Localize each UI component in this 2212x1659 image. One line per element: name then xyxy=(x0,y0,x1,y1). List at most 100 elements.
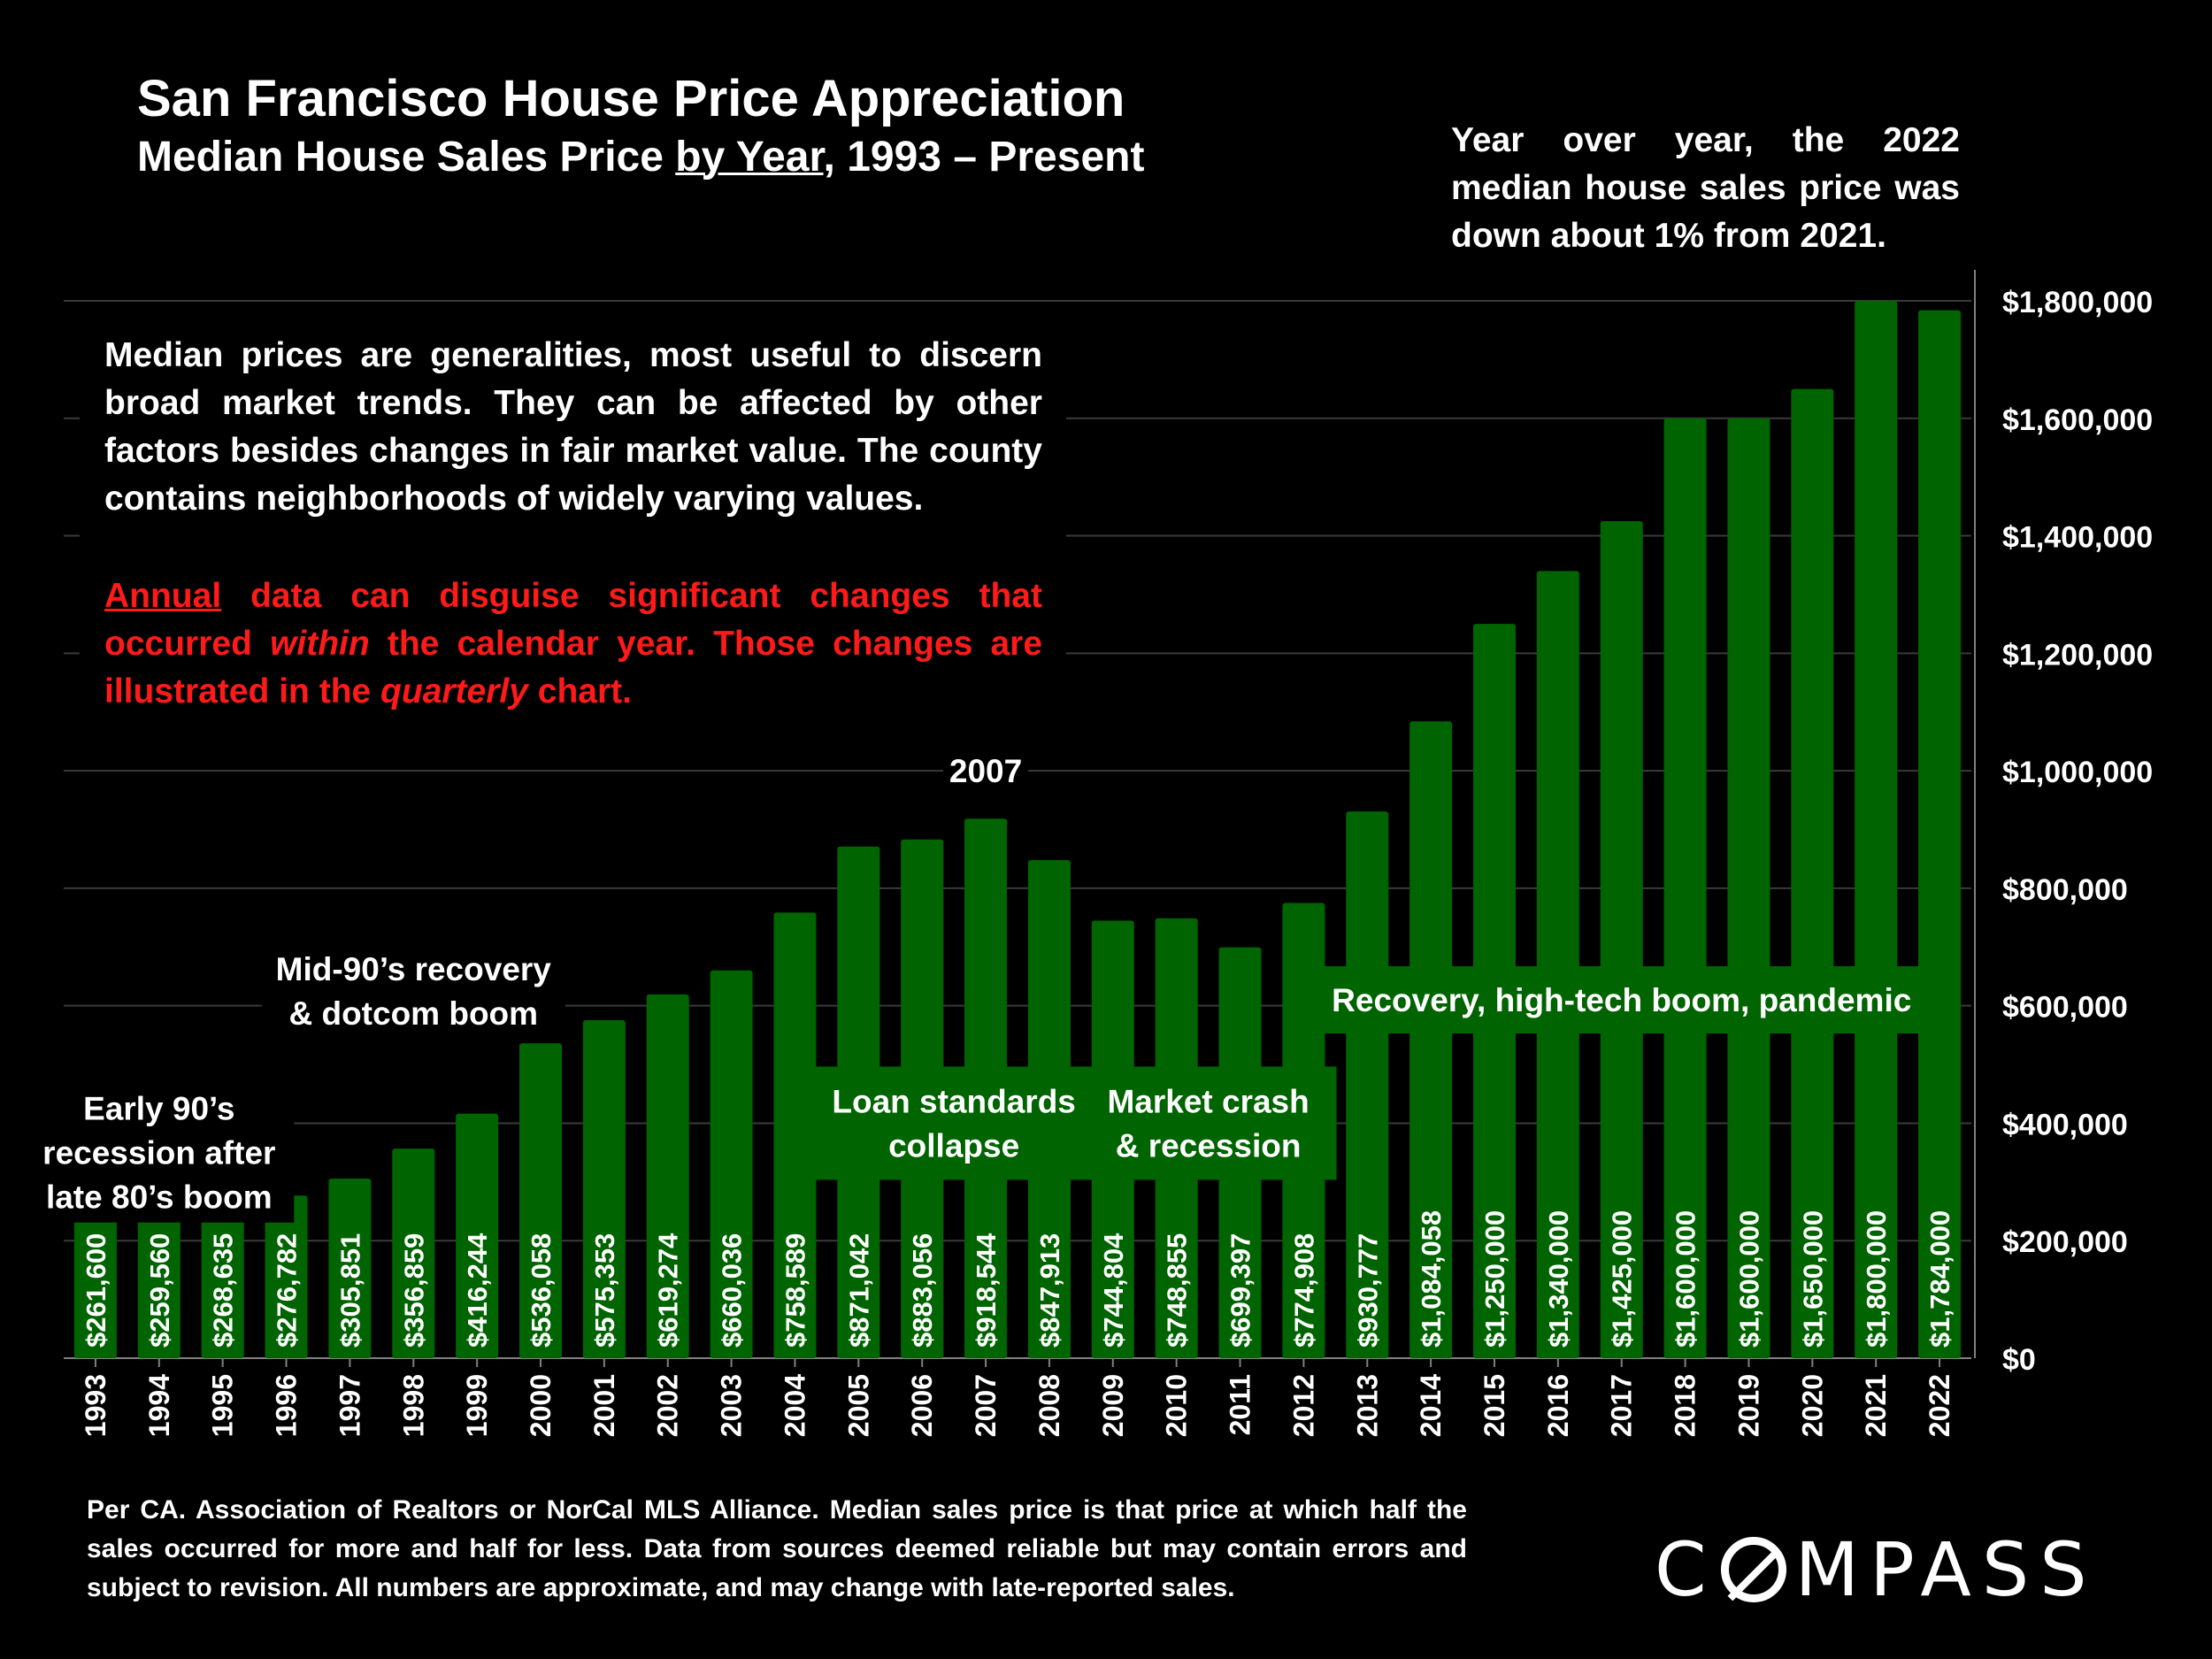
x-tick-label: 2014 xyxy=(1415,1374,1447,1437)
data-label: $1,650,000 xyxy=(1797,1210,1828,1348)
annotation-box xyxy=(803,1066,1105,1180)
x-tick-label: 1995 xyxy=(207,1374,239,1437)
x-tick-label: 1998 xyxy=(397,1374,429,1437)
data-label: $930,777 xyxy=(1352,1233,1383,1348)
x-tick-label: 1997 xyxy=(334,1374,365,1437)
yoy-note-line-b: down about 1% from 2021. xyxy=(1451,217,1886,255)
data-label: $1,800,000 xyxy=(1861,1210,1892,1348)
data-label: $575,353 xyxy=(589,1233,620,1348)
bar xyxy=(1663,418,1707,1358)
data-label: $356,859 xyxy=(398,1233,429,1348)
data-label: $871,042 xyxy=(843,1233,874,1348)
x-tick-label: 2021 xyxy=(1860,1374,1892,1437)
bar xyxy=(1918,310,1962,1359)
info-red-1: data can disguise significant changes th… xyxy=(104,577,1042,663)
annotation-text: 2007 xyxy=(949,753,1022,789)
data-label: $699,397 xyxy=(1225,1233,1256,1348)
bar xyxy=(265,1195,308,1358)
data-label: $259,560 xyxy=(144,1233,175,1348)
x-tick-label: 2005 xyxy=(842,1374,874,1437)
info-white-text: Median prices are generalities, most use… xyxy=(104,336,1042,518)
x-tick-label: 2020 xyxy=(1796,1374,1828,1437)
data-label: $744,804 xyxy=(1098,1233,1129,1348)
data-label: $1,084,058 xyxy=(1416,1210,1447,1348)
bar xyxy=(646,994,689,1358)
x-tick-label: 2012 xyxy=(1287,1374,1319,1437)
x-tick-label: 2001 xyxy=(588,1374,620,1437)
x-tick-label: 2003 xyxy=(716,1374,748,1437)
annotation-box xyxy=(1307,966,1936,1034)
x-tick-label: 2010 xyxy=(1161,1374,1193,1437)
data-label: $1,340,000 xyxy=(1543,1210,1574,1348)
info-red-text: Annual data can disguise significant cha… xyxy=(104,572,1042,716)
yoy-note-line-a: Year over year, the 2022 median house sa… xyxy=(1451,121,1960,207)
data-label: $758,589 xyxy=(780,1233,810,1348)
bar xyxy=(1727,418,1770,1358)
bar xyxy=(1346,811,1389,1358)
x-tick-label: 2008 xyxy=(1033,1374,1065,1437)
data-label: $268,635 xyxy=(208,1233,239,1348)
y-tick-label: $1,800,000 xyxy=(2002,286,2153,319)
compass-logo: C MPASS xyxy=(1655,1526,2098,1613)
annotation-box xyxy=(1079,1066,1337,1180)
bar xyxy=(773,912,817,1358)
x-tick-label: 1999 xyxy=(461,1374,493,1437)
yoy-note: Year over year, the 2022 median house sa… xyxy=(1451,117,1960,260)
logo-text-post: MPASS xyxy=(1794,1526,2098,1613)
bar xyxy=(710,970,753,1358)
annotation-text: collapse xyxy=(888,1127,1019,1164)
data-label: $261,600 xyxy=(81,1233,111,1348)
footnote: Per CA. Association of Realtors or NorCa… xyxy=(87,1495,1467,1602)
x-tick-label: 1996 xyxy=(271,1374,303,1437)
annotation-text: Recovery, high-tech boom, pandemic xyxy=(1332,982,1911,1018)
data-label: $774,908 xyxy=(1288,1233,1319,1348)
y-tick-label: $200,000 xyxy=(2002,1225,2128,1259)
data-label: $918,544 xyxy=(971,1233,1002,1348)
data-label: $276,782 xyxy=(272,1233,303,1348)
annotation-backdrop xyxy=(943,745,1029,797)
chart-subtitle: Median House Sales Price by Year, 1993 –… xyxy=(137,133,1144,181)
data-label: $1,250,000 xyxy=(1479,1210,1510,1348)
data-label: $305,851 xyxy=(334,1233,365,1348)
x-tick-label: 2002 xyxy=(652,1374,684,1437)
bar xyxy=(201,1200,244,1358)
y-tick-label: $0 xyxy=(2002,1343,2036,1377)
annotation-text: & recession xyxy=(1116,1127,1302,1164)
info-box: Median prices are generalities, most use… xyxy=(80,323,1066,726)
info-red-2: the calendar year. Those changes are ill… xyxy=(104,625,1043,710)
x-tick-label: 2017 xyxy=(1606,1374,1638,1437)
bar xyxy=(1536,571,1579,1358)
y-tick-label: $1,400,000 xyxy=(2002,521,2153,555)
info-red-italic-2: quarterly xyxy=(380,672,528,710)
bar xyxy=(1855,301,1898,1358)
data-label: $660,036 xyxy=(717,1233,748,1348)
annotation-backdrop xyxy=(24,1082,295,1223)
y-tick-label: $1,000,000 xyxy=(2002,756,2153,789)
data-label: $1,600,000 xyxy=(1671,1210,1701,1348)
annotation-text: late 80’s boom xyxy=(46,1179,273,1216)
y-tick-label: $800,000 xyxy=(2002,873,2128,907)
y-tick-label: $400,000 xyxy=(2002,1108,2128,1141)
x-tick-label: 1994 xyxy=(143,1374,175,1437)
compass-o-icon xyxy=(1720,1537,1786,1602)
bar xyxy=(582,1020,626,1358)
x-tick-label: 2018 xyxy=(1670,1374,1701,1437)
bar xyxy=(328,1178,372,1358)
x-tick-label: 2009 xyxy=(1097,1374,1129,1437)
bar xyxy=(456,1113,499,1358)
annotation-text: Early 90’s xyxy=(83,1091,234,1127)
annotation-text: & dotcom boom xyxy=(288,995,538,1032)
annotation-text: Loan standards xyxy=(832,1083,1076,1119)
subtitle-underlined: by Year xyxy=(675,134,824,180)
x-tick-label: 2013 xyxy=(1351,1374,1383,1437)
annotation-text: recession after xyxy=(42,1135,275,1171)
x-tick-label: 2011 xyxy=(1225,1374,1256,1435)
x-tick-label: 2019 xyxy=(1732,1374,1764,1437)
bar xyxy=(1600,520,1643,1358)
x-tick-label: 2016 xyxy=(1542,1374,1574,1437)
data-label: $619,274 xyxy=(653,1233,684,1348)
x-tick-label: 2015 xyxy=(1479,1374,1510,1437)
y-tick-label: $600,000 xyxy=(2002,991,2128,1025)
data-label: $847,913 xyxy=(1034,1233,1065,1348)
